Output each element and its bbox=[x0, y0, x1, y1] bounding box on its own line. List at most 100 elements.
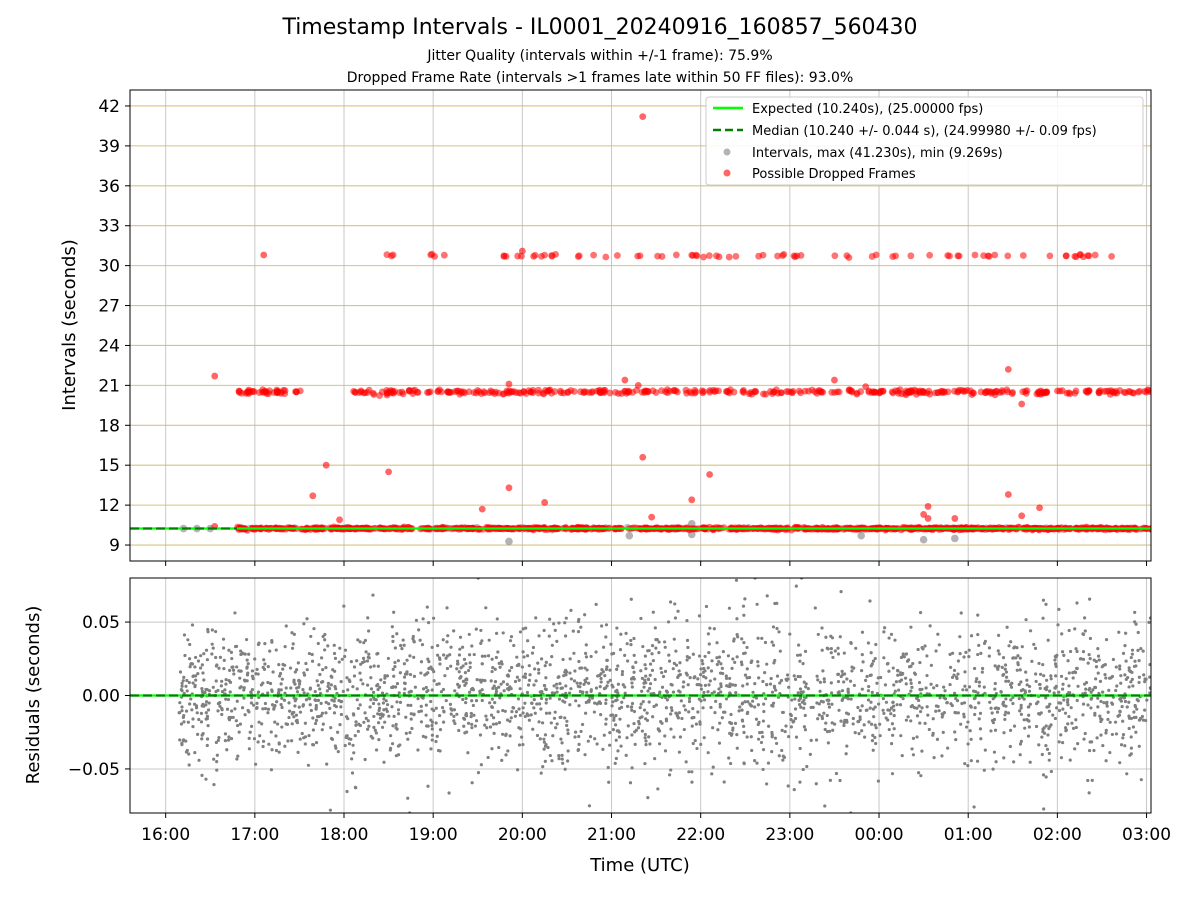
residual-point bbox=[861, 660, 865, 664]
dropped-frame-point bbox=[673, 388, 681, 396]
residual-point bbox=[713, 711, 717, 715]
residual-point bbox=[430, 727, 434, 731]
residual-point bbox=[557, 757, 561, 761]
residual-point bbox=[508, 669, 512, 673]
residual-point bbox=[626, 724, 630, 728]
residual-point bbox=[941, 713, 945, 717]
residual-point bbox=[470, 644, 474, 648]
residual-point bbox=[690, 716, 694, 720]
residual-point bbox=[1136, 630, 1140, 635]
residual-point bbox=[527, 678, 532, 682]
residual-point bbox=[911, 661, 915, 666]
residual-point bbox=[1038, 682, 1042, 687]
residual-point bbox=[198, 666, 203, 670]
residual-point bbox=[564, 684, 568, 688]
dropped-frame-point bbox=[1122, 389, 1130, 397]
residual-point bbox=[493, 667, 497, 671]
dropped-frame-point bbox=[273, 389, 281, 397]
residual-point bbox=[308, 697, 312, 701]
residual-point bbox=[338, 646, 342, 650]
residual-point bbox=[632, 677, 636, 681]
residual-point bbox=[722, 780, 726, 784]
dropped-frame-point bbox=[1004, 252, 1012, 260]
residual-point bbox=[462, 657, 467, 661]
residual-point bbox=[316, 641, 320, 646]
residual-point bbox=[391, 724, 395, 728]
residual-point bbox=[752, 759, 757, 763]
residual-point bbox=[766, 761, 771, 765]
residual-point bbox=[214, 629, 218, 634]
residual-point bbox=[257, 695, 261, 700]
residual-point bbox=[412, 674, 417, 678]
residual-point bbox=[532, 706, 536, 710]
residual-point bbox=[352, 751, 356, 755]
residual-point bbox=[548, 663, 552, 667]
residual-point bbox=[376, 712, 380, 716]
residual-point bbox=[741, 684, 745, 688]
residual-point bbox=[473, 724, 477, 728]
dropped-frame-point bbox=[431, 253, 439, 260]
residual-point bbox=[1002, 756, 1006, 760]
residual-point bbox=[678, 735, 683, 739]
residual-point bbox=[815, 674, 819, 678]
residual-point bbox=[220, 712, 224, 717]
residual-point bbox=[518, 687, 522, 691]
residual-point bbox=[873, 705, 877, 709]
residual-point bbox=[1083, 629, 1087, 633]
residual-point bbox=[226, 738, 231, 742]
residual-point bbox=[803, 728, 808, 732]
residual-point bbox=[666, 620, 671, 624]
dropped-frame-point bbox=[705, 252, 713, 260]
residual-point bbox=[256, 672, 260, 676]
residual-point bbox=[1145, 698, 1149, 702]
residual-point bbox=[483, 654, 487, 658]
residual-point bbox=[1026, 734, 1031, 738]
residual-point bbox=[1067, 671, 1071, 675]
dropped-frame-point bbox=[529, 386, 537, 394]
residual-point bbox=[647, 700, 651, 704]
dropped-frame-point bbox=[800, 523, 808, 531]
residual-point bbox=[236, 723, 240, 728]
residual-point bbox=[887, 636, 891, 640]
residual-point bbox=[506, 749, 510, 753]
residual-point bbox=[406, 703, 410, 707]
residual-point bbox=[743, 700, 747, 704]
residual-point bbox=[860, 704, 864, 708]
residual-point bbox=[1068, 758, 1072, 762]
residual-point bbox=[280, 725, 284, 729]
residual-point bbox=[262, 658, 266, 662]
residual-point bbox=[770, 750, 774, 754]
residual-point bbox=[969, 759, 973, 763]
residual-point bbox=[694, 722, 699, 726]
residual-point bbox=[256, 642, 261, 647]
residual-point bbox=[569, 608, 573, 612]
residual-point bbox=[303, 742, 307, 746]
residual-point bbox=[1041, 663, 1045, 667]
residual-point bbox=[450, 708, 454, 712]
residual-point bbox=[521, 711, 525, 715]
residual-point bbox=[770, 690, 775, 694]
residual-point bbox=[391, 639, 395, 643]
residual-point bbox=[1148, 675, 1151, 679]
dropped-frame-point bbox=[531, 251, 539, 259]
residual-point bbox=[1025, 683, 1029, 687]
residual-point bbox=[838, 778, 842, 783]
residual-point bbox=[420, 643, 425, 647]
residual-point bbox=[430, 667, 435, 671]
residual-point bbox=[1030, 659, 1034, 663]
residual-point bbox=[614, 713, 618, 718]
residual-point bbox=[474, 627, 478, 631]
residual-point bbox=[202, 652, 206, 656]
residual-point bbox=[842, 680, 846, 684]
residual-point bbox=[704, 676, 708, 680]
residual-point bbox=[274, 748, 279, 753]
residual-point bbox=[962, 655, 966, 659]
residual-point bbox=[789, 718, 793, 722]
dropped-frame-point bbox=[981, 389, 989, 396]
residual-point bbox=[770, 703, 774, 708]
residual-point bbox=[927, 727, 931, 732]
residual-point bbox=[688, 676, 692, 680]
residual-point bbox=[351, 685, 355, 689]
residual-point bbox=[917, 704, 921, 708]
residual-point bbox=[544, 711, 549, 715]
